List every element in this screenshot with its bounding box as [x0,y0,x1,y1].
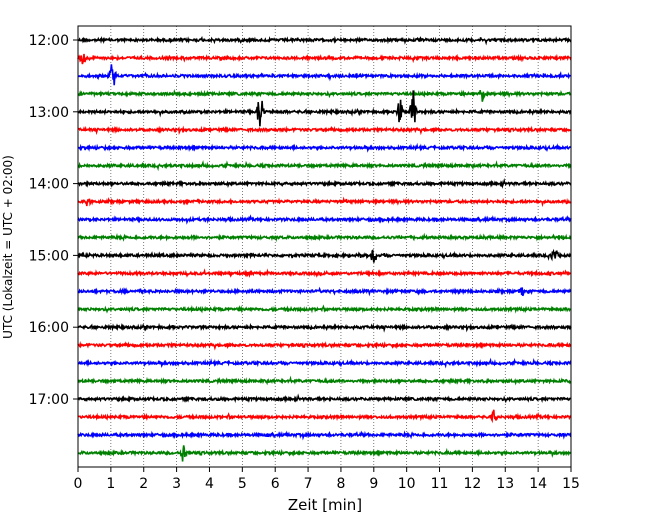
trace-1615 [77,341,572,351]
trace-1700 [77,393,572,404]
plot-frame [77,25,572,468]
x-tick-label: 9 [369,476,378,492]
x-tick-label: 15 [562,476,580,492]
trace-1545 [77,304,572,314]
x-tick-label: 12 [463,476,481,492]
trace-1415 [77,196,572,208]
y-tick-label: 14:00 [29,177,69,193]
x-tick-label: 2 [139,476,148,492]
trace-1500 [77,248,572,263]
trace-1345 [77,159,572,172]
trace-1600 [77,322,572,333]
x-axis-ticks: 0 1 2 3 4 5 6 7 8 9 10 11 12 13 14 15 [74,467,580,492]
y-axis-label: UTC (Lokalzeit = UTC + 02:00) [1,155,15,339]
x-tick-label: 0 [74,476,83,492]
y-tick-label: 13:00 [29,105,69,121]
y-tick-label: 15:00 [29,248,69,264]
x-tick-label: 5 [238,476,247,492]
trace-1530 [77,286,572,297]
trace-1730 [77,430,572,441]
y-tick-label: 17:00 [29,392,69,408]
y-tick-label: 12:00 [29,33,69,49]
trace-1445 [77,232,572,243]
trace-1215 [77,53,572,65]
trace-1430 [77,214,572,225]
x-tick-label: 1 [106,476,115,492]
trace-1230 [77,64,572,86]
x-axis-label: Zeit [min] [288,496,362,514]
trace-1330 [77,142,571,153]
trace-1315 [77,125,572,136]
x-tick-label: 6 [271,476,280,492]
y-axis-ticks: 12:00 13:00 14:00 15:00 16:00 17:00 [29,33,78,408]
trace-1300 [77,90,572,127]
trace-1630 [77,357,572,369]
trace-1200 [77,35,572,46]
x-tick-label: 3 [172,476,181,492]
seismic-traces [77,35,572,462]
trace-1245 [77,89,572,102]
trace-1515 [77,268,572,279]
x-tick-label: 14 [529,476,547,492]
trace-1745 [77,445,572,462]
x-tick-label: 4 [205,476,214,492]
x-tick-label: 13 [496,476,514,492]
x-tick-label: 8 [336,476,345,492]
y-tick-label: 16:00 [29,320,69,336]
x-tick-label: 7 [304,476,313,492]
trace-1715 [77,409,572,424]
trace-1645 [77,375,572,386]
x-tick-label: 10 [398,476,416,492]
x-tick-label: 11 [431,476,449,492]
trace-1400 [77,177,572,189]
